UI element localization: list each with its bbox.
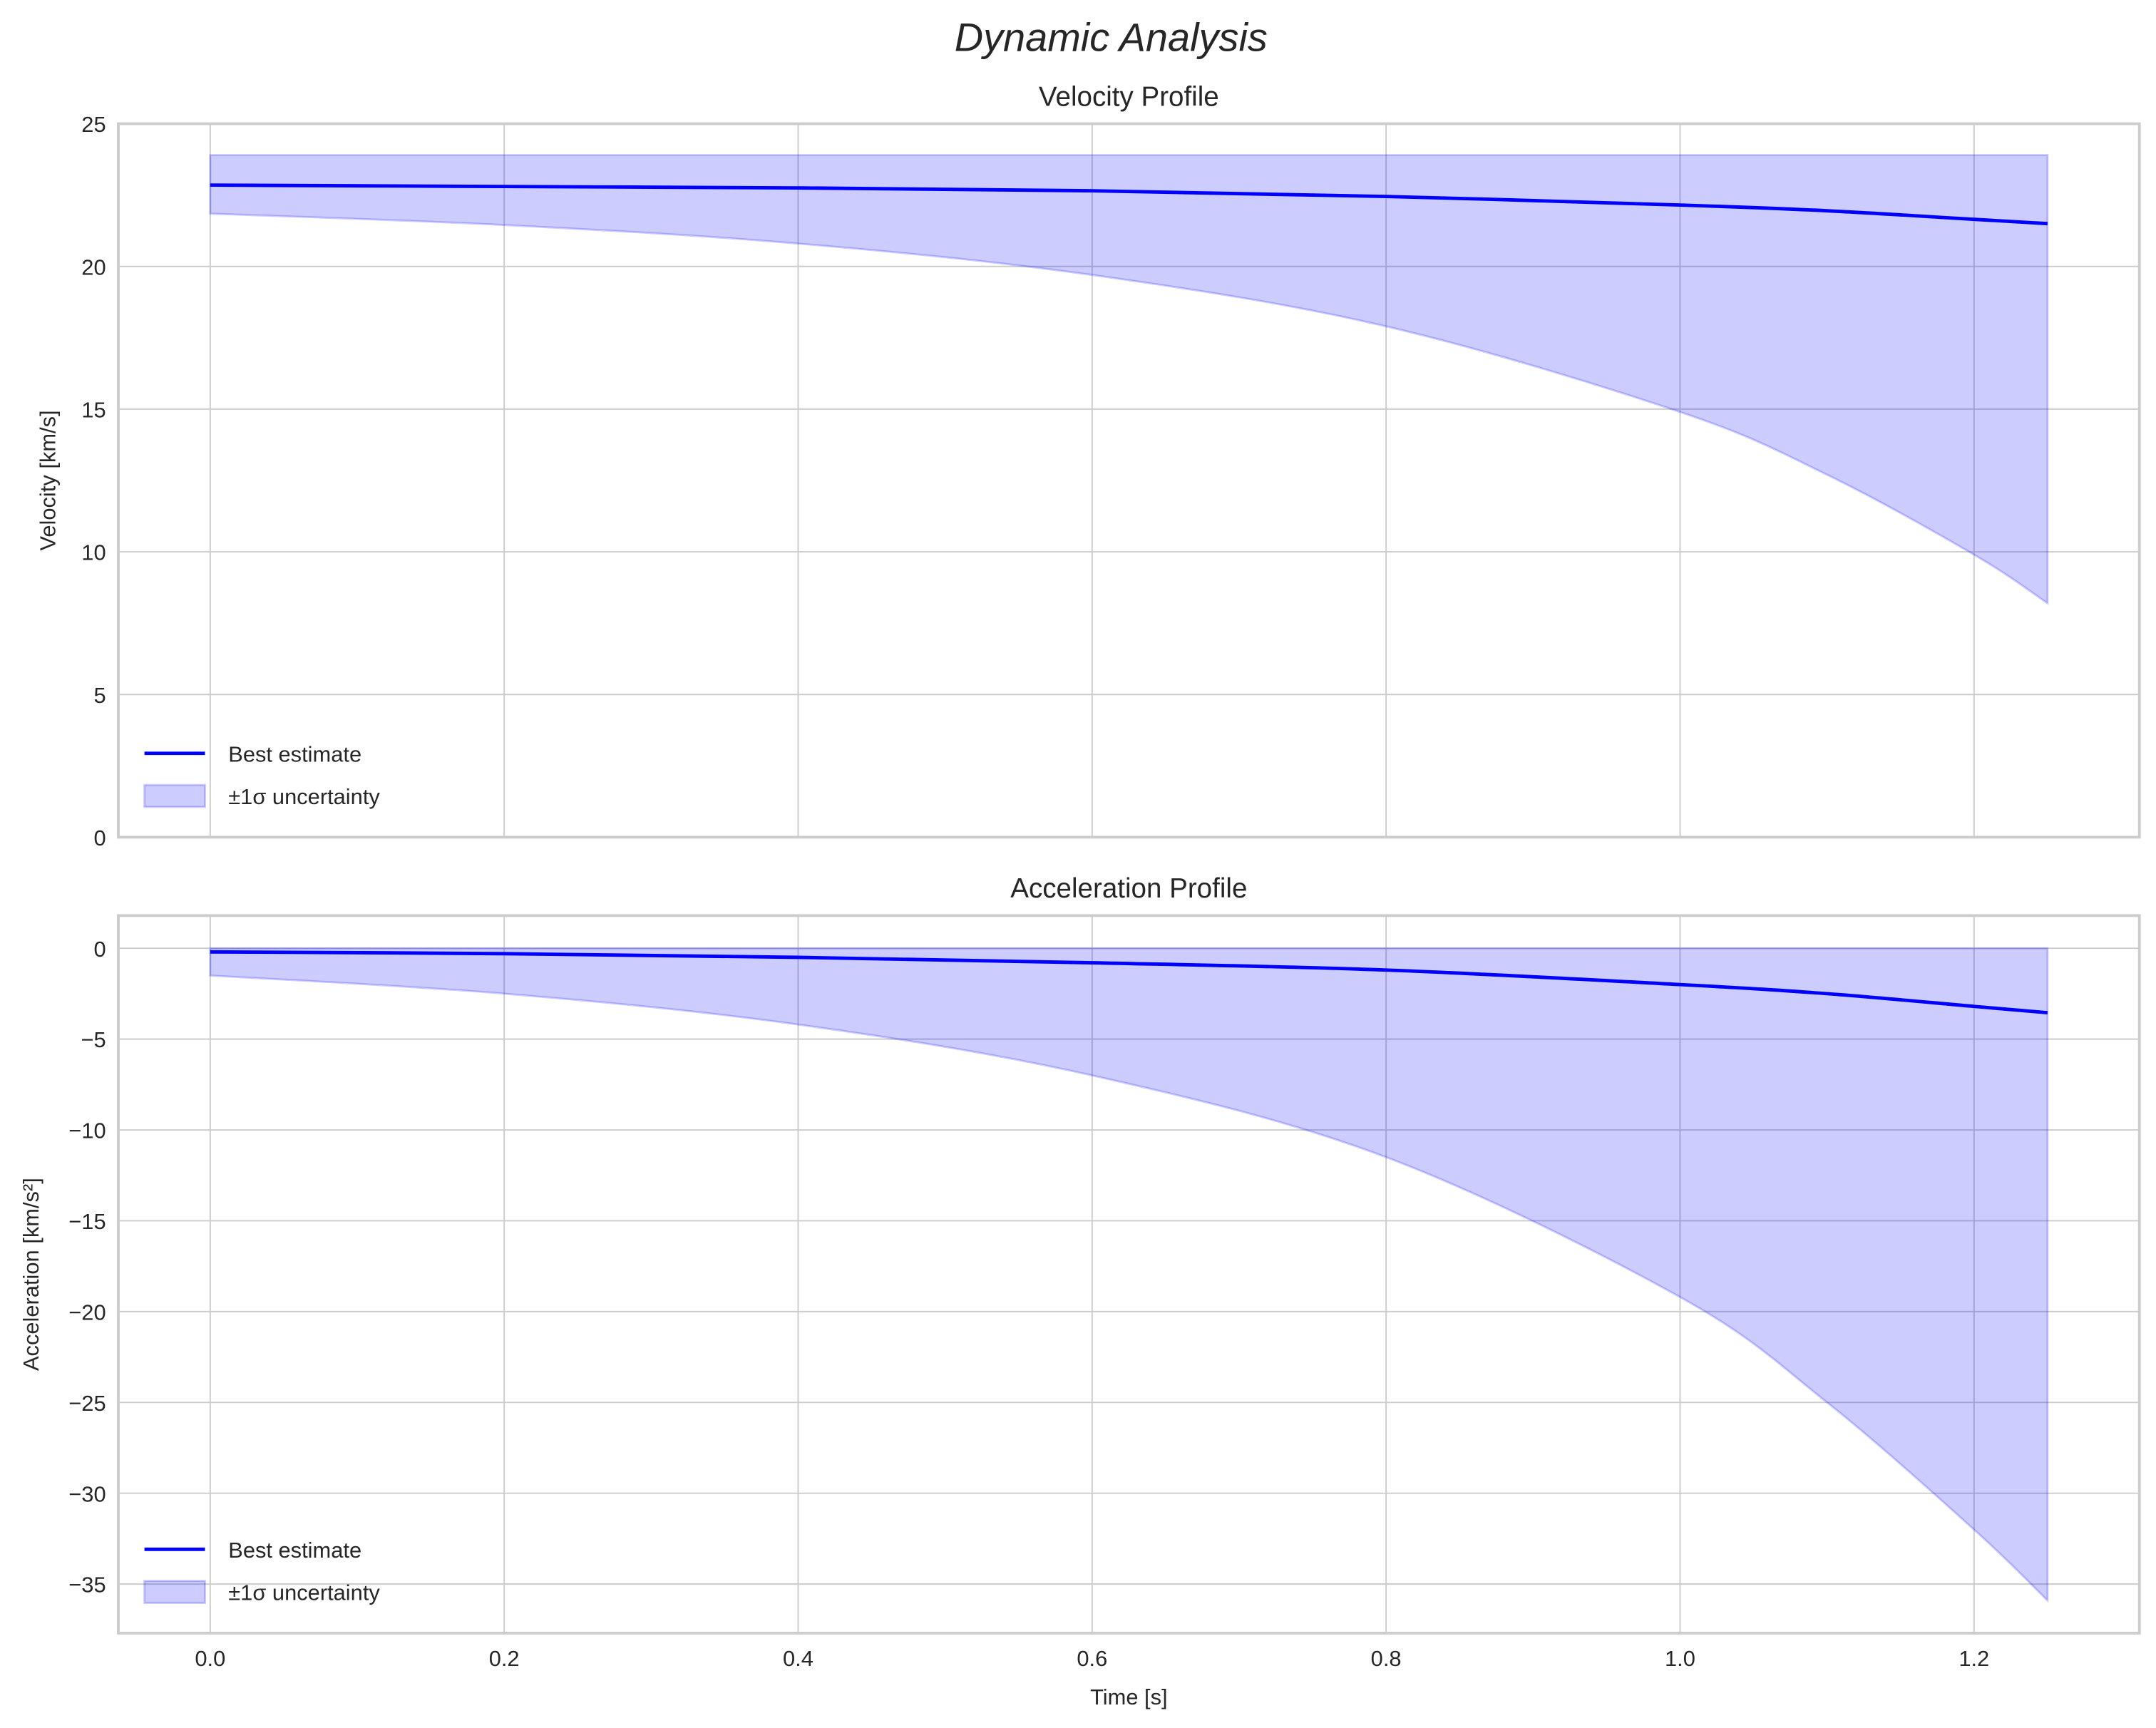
y-tick-label: 25 <box>81 112 106 137</box>
axes-title: Velocity Profile <box>1039 81 1219 112</box>
y-tick-label: −30 <box>68 1481 106 1506</box>
plot-area <box>118 123 2140 838</box>
y-tick-label: −15 <box>68 1209 106 1234</box>
axes-frame <box>117 914 2141 1635</box>
x-tick-label: 1.2 <box>1959 1646 1989 1671</box>
y-tick-label: −10 <box>68 1118 106 1143</box>
uncertainty-band <box>209 947 2049 1603</box>
legend-band-swatch <box>143 1580 206 1604</box>
y-tick-label: 0 <box>93 826 106 850</box>
x-tick-label: 0.4 <box>783 1646 813 1671</box>
legend-label-best-estimate: Best estimate <box>228 1538 361 1563</box>
velocity-axes: 0 5 10 15 20 25 Velocity Profile Velocity [km/s… <box>35 81 2141 850</box>
x-tick-label: 0.6 <box>1077 1646 1107 1671</box>
x-axis-label: Time [s] <box>1090 1685 1168 1709</box>
y-tick-label: 20 <box>81 254 106 279</box>
legend-label-best-estimate: Best estimate <box>228 741 361 766</box>
best-estimate-line <box>210 183 2048 226</box>
y-tick-label: −35 <box>68 1573 106 1598</box>
y-tick-label: −20 <box>68 1300 106 1325</box>
legend-band-swatch <box>143 783 206 808</box>
axes-frame <box>117 122 2141 839</box>
y-tick-label: 15 <box>81 397 106 422</box>
uncertainty-band <box>209 154 2049 605</box>
axes-title: Acceleration Profile <box>1010 873 1247 904</box>
x-tick-label: 0.0 <box>195 1646 225 1671</box>
acceleration-axes: 0.0 0.2 0.4 0.6 0.8 1.0 1.2 0 −5 −10 −15 −20 −25 −30 −… <box>19 873 2141 1709</box>
y-tick-label: −5 <box>81 1027 106 1052</box>
figure-title: Dynamic Analysis <box>955 14 1268 59</box>
plot-area <box>118 915 2140 1633</box>
x-tick-label: 1.0 <box>1665 1646 1695 1671</box>
y-tick-label: 0 <box>93 937 106 962</box>
y-axis-label: Velocity [km/s] <box>35 410 60 550</box>
y-axis-label: Acceleration [km/s²] <box>19 1178 43 1371</box>
x-tick-label: 0.2 <box>489 1646 520 1671</box>
x-tick-label: 0.8 <box>1371 1646 1402 1671</box>
y-tick-label: 5 <box>93 683 106 708</box>
legend-label-uncertainty: ±1σ uncertainty <box>228 1580 380 1605</box>
y-tick-label: −25 <box>68 1391 106 1416</box>
legend-label-uncertainty: ±1σ uncertainty <box>228 784 380 809</box>
y-tick-label: 10 <box>81 540 106 565</box>
best-estimate-line <box>210 950 2048 1015</box>
